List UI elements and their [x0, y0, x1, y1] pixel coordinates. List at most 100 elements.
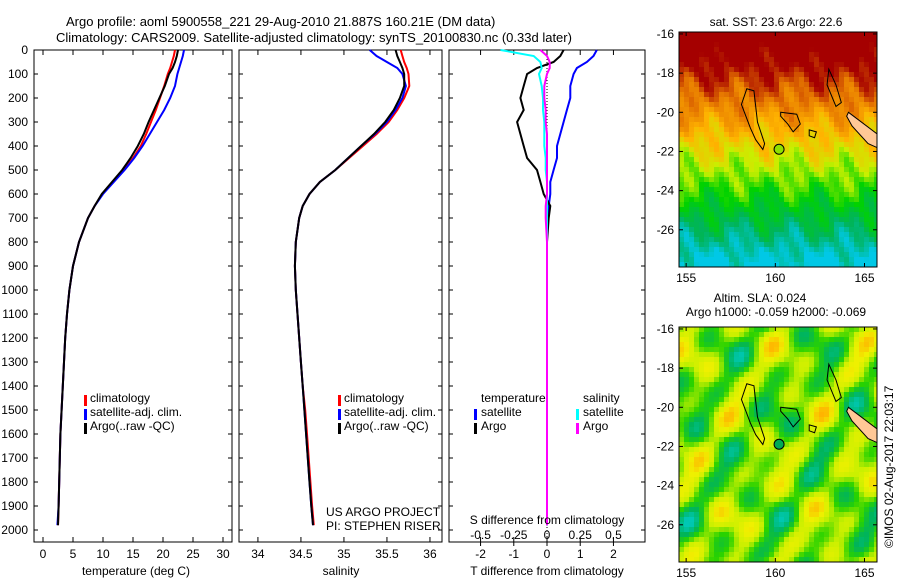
- heatmap-cell: [764, 127, 769, 132]
- heatmap-cell: [754, 262, 759, 267]
- heatmap-cell: [699, 262, 704, 267]
- heatmap-cell: [834, 542, 839, 547]
- heatmap-cell: [799, 92, 804, 97]
- heatmap-cell: [784, 237, 789, 242]
- heatmap-cell: [684, 72, 689, 77]
- heatmap-cell: [809, 57, 814, 62]
- heatmap-cell: [869, 117, 874, 122]
- heatmap-cell: [734, 437, 739, 442]
- heatmap-cell: [679, 132, 684, 137]
- heatmap-cell: [734, 547, 739, 552]
- heatmap-cell: [834, 142, 839, 147]
- legend-swatch: [474, 409, 477, 420]
- heatmap-cell: [684, 122, 689, 127]
- heatmap-cell: [874, 107, 877, 112]
- heatmap-cell: [714, 162, 719, 167]
- heatmap-cell: [679, 457, 684, 462]
- heatmap-cell: [789, 142, 794, 147]
- heatmap-cell: [774, 257, 779, 262]
- heatmap-cell: [864, 502, 869, 507]
- heatmap-cell: [684, 92, 689, 97]
- heatmap-cell: [834, 247, 839, 252]
- map-frame: [678, 31, 878, 268]
- heatmap-cell: [834, 82, 839, 87]
- heatmap-cell: [859, 247, 864, 252]
- heatmap-cell: [799, 207, 804, 212]
- heatmap-cell: [844, 497, 849, 502]
- heatmap-cell: [694, 527, 699, 532]
- heatmap-cell: [869, 252, 874, 257]
- heatmap-cell: [799, 212, 804, 217]
- heatmap-cell: [689, 397, 694, 402]
- heatmap-cell: [739, 477, 744, 482]
- heatmap-cell: [704, 127, 709, 132]
- heatmap-cell: [809, 422, 814, 427]
- heatmap-cell: [754, 342, 759, 347]
- heatmap-cell: [729, 192, 734, 197]
- heatmap-cell: [719, 62, 724, 67]
- heatmap-cell: [679, 207, 684, 212]
- heatmap-cell: [749, 92, 754, 97]
- heatmap-cell: [689, 472, 694, 477]
- heatmap-cell: [839, 477, 844, 482]
- heatmap-cell: [679, 87, 684, 92]
- heatmap-cell: [869, 182, 874, 187]
- heatmap-cell: [729, 542, 734, 547]
- heatmap-cell: [709, 152, 714, 157]
- heatmap-cell: [704, 52, 709, 57]
- heatmap-cell: [694, 142, 699, 147]
- heatmap-cell: [799, 77, 804, 82]
- heatmap-cell: [684, 107, 689, 112]
- heatmap-cell: [809, 117, 814, 122]
- heatmap-cell: [814, 552, 819, 557]
- heatmap-cell: [864, 97, 869, 102]
- heatmap-cell: [819, 32, 824, 37]
- heatmap-cell: [699, 407, 704, 412]
- heatmap-cell: [864, 167, 869, 172]
- heatmap-cell: [829, 232, 834, 237]
- heatmap-cell: [874, 362, 877, 367]
- heatmap-cell: [864, 542, 869, 547]
- heatmap-cell: [719, 542, 724, 547]
- heatmap-cell: [784, 352, 789, 357]
- heatmap-cell: [724, 342, 729, 347]
- heatmap-cell: [794, 342, 799, 347]
- heatmap-cell: [834, 172, 839, 177]
- heatmap-cell: [749, 512, 754, 517]
- heatmap-cell: [679, 257, 684, 262]
- heatmap-cell: [729, 442, 734, 447]
- heatmap-cell: [774, 467, 779, 472]
- heatmap-cell: [769, 127, 774, 132]
- heatmap-cell: [804, 367, 809, 372]
- heatmap-cell: [854, 387, 859, 392]
- diff-legend-t-argo: Argo: [481, 419, 507, 433]
- heatmap-cell: [804, 232, 809, 237]
- heatmap-cell: [724, 147, 729, 152]
- heatmap-cell: [789, 257, 794, 262]
- heatmap-cell: [789, 252, 794, 257]
- heatmap-cell: [789, 497, 794, 502]
- heatmap-cell: [709, 517, 714, 522]
- heatmap-cell: [799, 377, 804, 382]
- heatmap-cell: [694, 407, 699, 412]
- heatmap-cell: [789, 87, 794, 92]
- heatmap-cell: [824, 172, 829, 177]
- heatmap-cell: [759, 32, 764, 37]
- heatmap-cell: [719, 342, 724, 347]
- heatmap-cell: [854, 557, 859, 562]
- heatmap-cell: [764, 242, 769, 247]
- heatmap-cell: [839, 252, 844, 257]
- heatmap-cell: [724, 512, 729, 517]
- heatmap-cell: [704, 182, 709, 187]
- heatmap-cell: [814, 442, 819, 447]
- heatmap-cell: [839, 202, 844, 207]
- heatmap-cell: [734, 492, 739, 497]
- heatmap-cell: [744, 442, 749, 447]
- heatmap-cell: [764, 417, 769, 422]
- heatmap-cell: [844, 217, 849, 222]
- heatmap-cell: [704, 357, 709, 362]
- heatmap-cell: [789, 557, 794, 562]
- heatmap-cell: [704, 417, 709, 422]
- temp-legend-climatology: climatology: [90, 391, 150, 405]
- heatmap-cell: [854, 527, 859, 532]
